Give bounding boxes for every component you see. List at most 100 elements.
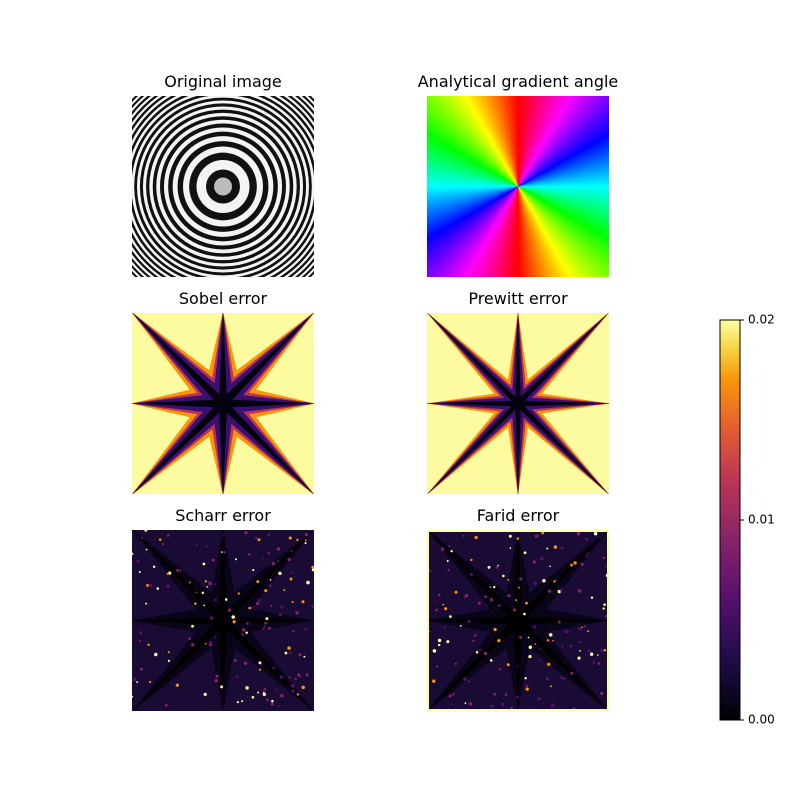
speckle [194,602,197,605]
speckle [231,615,236,619]
speckle [242,628,246,632]
speckle [247,696,249,698]
speckle [497,638,501,643]
speckle [515,695,519,699]
speckle [442,603,445,606]
speckle [528,645,533,649]
speckle [211,558,215,562]
speckle [590,596,594,599]
speckle [580,562,584,566]
speckle [502,574,505,578]
speckle [167,651,170,654]
speckle [560,645,564,648]
speckle [203,604,206,607]
speckle [132,552,134,556]
speckle [138,570,141,573]
speckle [538,659,541,662]
speckle [452,703,455,706]
speckle [295,611,299,615]
speckle [304,539,307,542]
speckle [161,543,165,546]
speckle [291,571,294,574]
speckle [472,639,475,643]
speckle [267,533,270,536]
speckle [233,659,237,663]
speckle [479,648,481,651]
speckle [208,641,213,645]
speckle [519,635,523,639]
image-panel [132,313,314,494]
speckle [304,542,307,545]
speckle [493,627,497,632]
speckle [206,545,209,548]
error-region [132,313,314,494]
speckle [284,651,288,655]
image-panel [427,530,609,711]
speckle [428,630,431,633]
speckle [467,619,471,623]
speckle [587,552,590,555]
speckle [587,649,591,653]
speckle [449,615,452,618]
speckle [258,661,262,665]
speckle [548,640,551,643]
speckle [266,698,269,702]
border [427,530,609,711]
speckle [518,586,520,589]
speckle [149,584,153,588]
speckle [254,536,258,540]
speckle [584,625,586,628]
speckle [436,600,438,602]
speckle [257,538,261,542]
speckle [477,601,481,605]
speckle [280,605,284,609]
speckle [573,561,577,565]
speckle [235,675,239,679]
speckle [454,662,457,665]
speckle [545,676,550,681]
speckle [267,552,270,555]
image [427,530,609,711]
speckle [248,606,252,610]
speckle [271,699,274,703]
speckle [283,589,286,592]
speckle [452,693,455,696]
speckle [592,661,596,664]
speckle [145,548,148,551]
speckle [305,673,309,677]
image [132,530,314,711]
speckle [593,532,598,536]
speckle [446,560,449,563]
speckle [587,630,590,633]
speckle [507,594,511,598]
speckle [276,547,281,551]
speckle [146,583,149,587]
speckle [459,625,462,627]
speckle [515,599,518,602]
speckle [223,551,226,554]
speckle [263,688,267,692]
speckle [560,676,564,680]
speckle [152,617,155,620]
speckle [145,602,148,605]
speckle [463,677,467,681]
speckle [555,579,558,582]
speckle [296,693,300,696]
speckle [232,620,236,624]
speckle [251,606,253,609]
speckle [154,652,158,657]
speckle [489,659,493,662]
speckle [203,692,207,696]
tick-label: 0.01 [748,513,775,527]
speckle [547,589,552,593]
speckle [275,687,278,690]
speckle [437,643,441,647]
speckle [304,533,309,537]
speckle [497,603,501,608]
speckle [292,629,295,633]
speckle [487,565,491,569]
speckle [296,538,299,542]
speckle [524,684,529,688]
speckle [136,681,139,684]
speckle [516,665,519,668]
